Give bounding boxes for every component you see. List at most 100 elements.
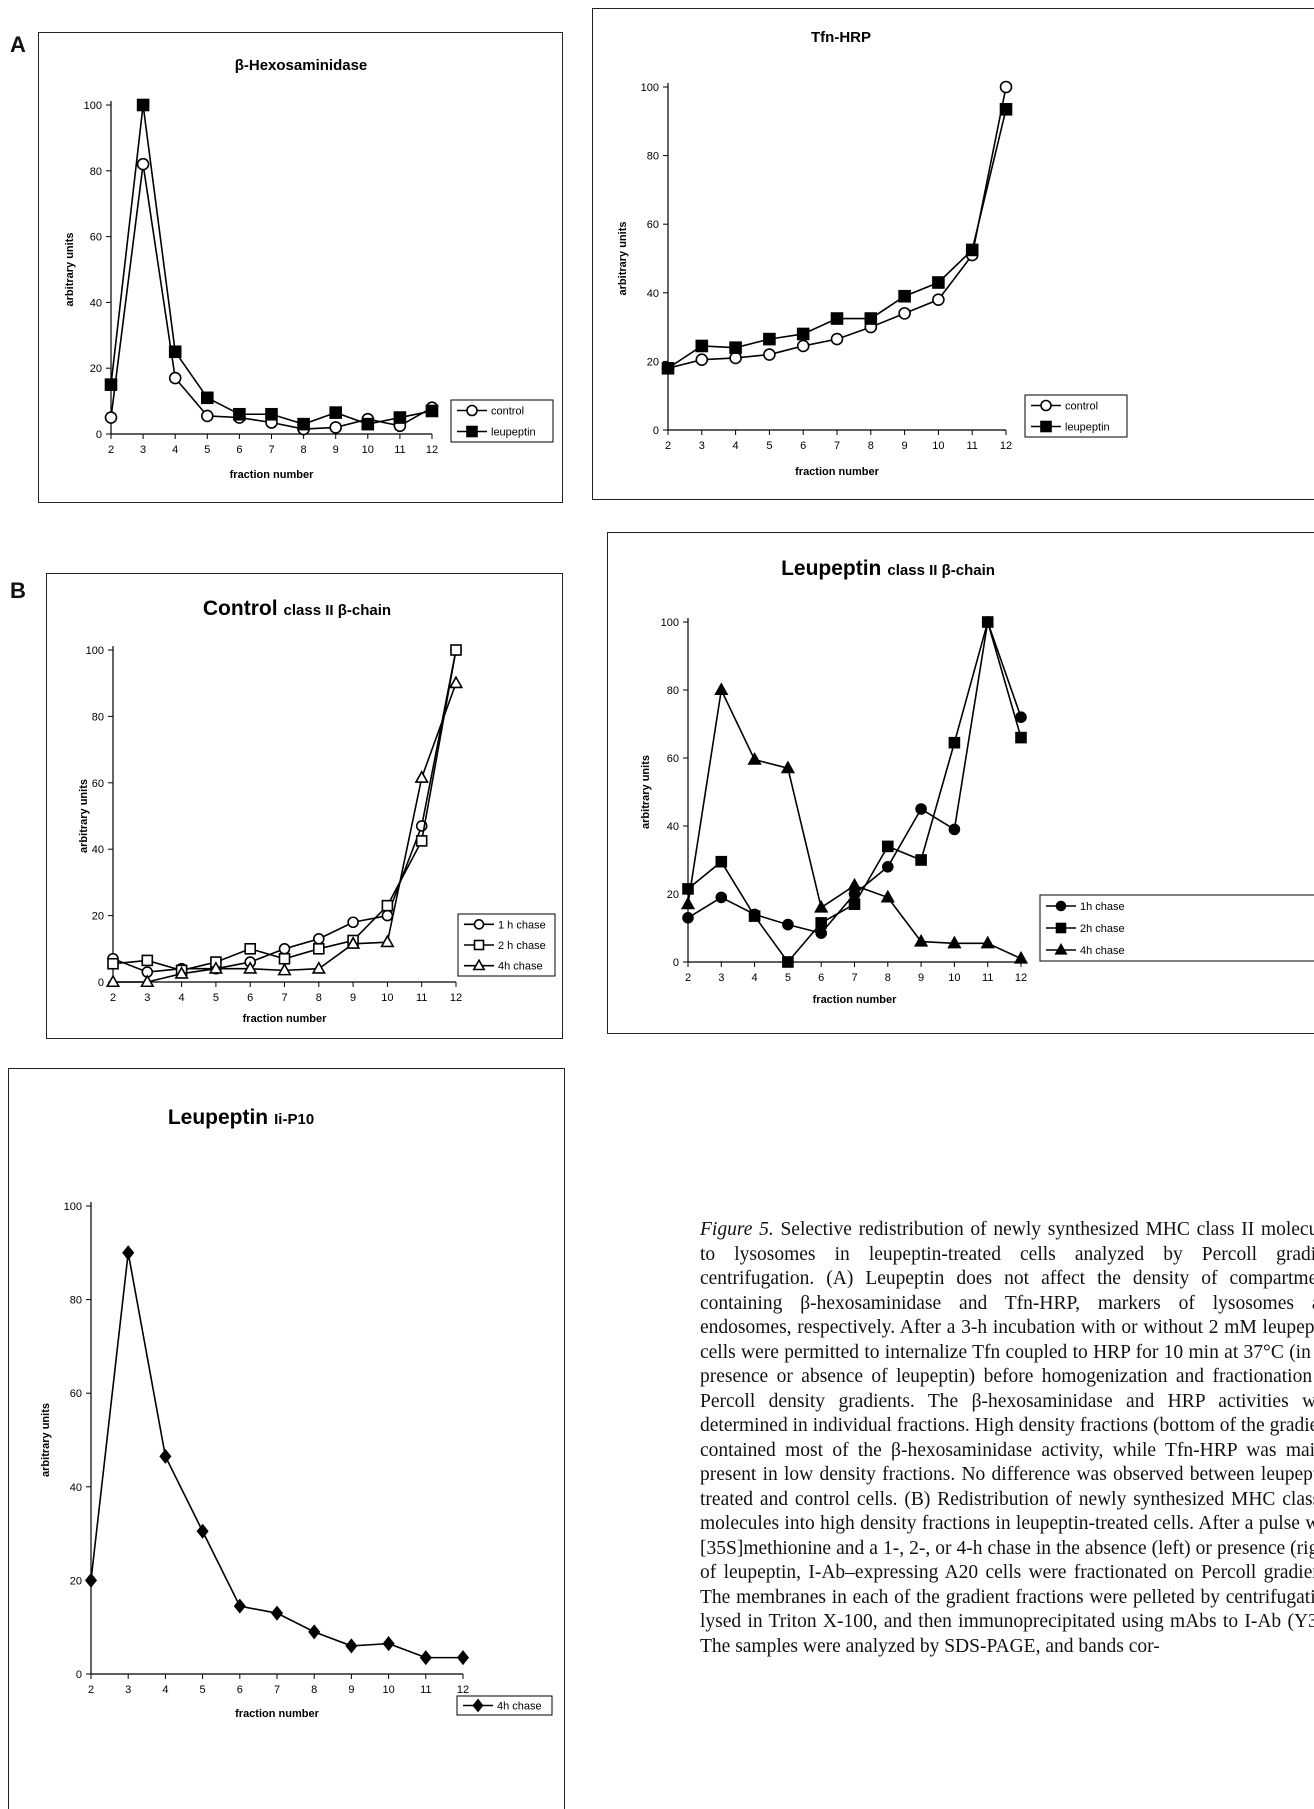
y-tick-label: 80 bbox=[70, 1295, 82, 1307]
y-tick-label: 100 bbox=[661, 617, 679, 629]
x-tick-label: 7 bbox=[268, 444, 274, 456]
x-tick-label: 8 bbox=[316, 992, 322, 1004]
x-tick-label: 5 bbox=[785, 972, 791, 984]
chart-title: Tfn-HRP bbox=[811, 29, 871, 46]
series-line bbox=[112, 649, 457, 972]
data-point bbox=[415, 835, 428, 847]
legend-label: leupeptin bbox=[491, 427, 536, 439]
data-point bbox=[980, 935, 995, 949]
y-tick-label: 80 bbox=[647, 151, 659, 163]
data-point bbox=[747, 752, 762, 765]
x-tick-label: 7 bbox=[274, 1684, 280, 1696]
x-tick-label: 6 bbox=[818, 972, 824, 984]
y-tick-label: 60 bbox=[92, 778, 104, 790]
legend: control leupeptin bbox=[1024, 394, 1128, 438]
y-axis-label: arbitrary units bbox=[640, 755, 652, 829]
x-tick-label: 12 bbox=[1000, 440, 1012, 452]
chart-title: Leupeptin Ii-P10 bbox=[168, 1106, 314, 1129]
data-point bbox=[196, 1523, 209, 1539]
legend-label: 4h chase bbox=[498, 961, 543, 973]
x-axis-label: fraction number bbox=[230, 469, 314, 481]
x-tick-label: 5 bbox=[766, 440, 772, 452]
data-point bbox=[763, 348, 776, 361]
chart-title-sub: Ii-P10 bbox=[274, 1111, 314, 1128]
series-2 bbox=[105, 675, 464, 988]
data-point bbox=[661, 361, 675, 375]
x-tick-label: 6 bbox=[800, 440, 806, 452]
series-1 bbox=[104, 98, 439, 431]
y-axis-label: arbitrary units bbox=[78, 779, 90, 853]
x-tick-label: 2 bbox=[665, 440, 671, 452]
data-point bbox=[233, 1598, 246, 1614]
x-tick-label: 6 bbox=[236, 444, 242, 456]
x-tick-label: 4 bbox=[172, 444, 178, 456]
chart-title-sub: class II β-chain bbox=[284, 602, 392, 619]
data-point bbox=[782, 956, 794, 968]
legend: control leupeptin bbox=[450, 399, 554, 443]
legend-marker bbox=[1040, 420, 1052, 433]
y-tick-label: 60 bbox=[70, 1388, 82, 1400]
series-line bbox=[667, 86, 1007, 370]
series-1 bbox=[661, 102, 1013, 375]
legend-marker bbox=[473, 919, 485, 930]
y-tick-label: 40 bbox=[667, 821, 679, 833]
data-point bbox=[999, 102, 1013, 116]
y-tick-label: 20 bbox=[70, 1575, 82, 1587]
data-point bbox=[729, 351, 742, 365]
series-0 bbox=[84, 1245, 470, 1666]
legend-marker bbox=[466, 425, 478, 438]
legend-label: 2h chase bbox=[1080, 923, 1125, 935]
y-tick-label: 100 bbox=[641, 82, 659, 94]
legend-marker bbox=[1040, 399, 1052, 412]
x-tick-label: 4 bbox=[733, 440, 739, 452]
data-point bbox=[932, 276, 945, 289]
data-point bbox=[168, 371, 182, 385]
y-tick-label: 0 bbox=[98, 977, 104, 989]
data-point bbox=[981, 616, 994, 628]
data-point bbox=[847, 877, 862, 891]
data-point bbox=[815, 927, 827, 939]
chart-svg-tfn: Tfn-HRP 0 20 40 60 80 100 2 3 4 5 6 7 8 9 10 11 12 fractio… bbox=[617, 29, 1128, 478]
series-1 bbox=[682, 616, 1027, 968]
data-point bbox=[104, 411, 118, 424]
x-tick-label: 4 bbox=[179, 992, 185, 1004]
data-point bbox=[361, 417, 375, 431]
data-point bbox=[948, 736, 961, 749]
legend-marker bbox=[1055, 922, 1067, 934]
data-point bbox=[419, 1650, 432, 1666]
data-point bbox=[780, 760, 796, 774]
y-axis-label: arbitrary units bbox=[64, 233, 76, 307]
data-point bbox=[381, 899, 394, 912]
legend-label: leupeptin bbox=[1065, 422, 1110, 434]
data-point bbox=[141, 954, 154, 967]
data-point bbox=[1013, 950, 1029, 964]
data-point bbox=[695, 339, 709, 353]
y-tick-label: 20 bbox=[667, 889, 679, 901]
y-tick-label: 40 bbox=[70, 1482, 82, 1494]
data-point bbox=[456, 1650, 470, 1666]
data-point bbox=[381, 909, 394, 922]
y-tick-label: 0 bbox=[653, 425, 659, 437]
data-point bbox=[999, 80, 1013, 94]
data-point bbox=[104, 378, 118, 391]
legend-label: 1h chase bbox=[1080, 901, 1125, 913]
data-point bbox=[830, 312, 844, 325]
data-point bbox=[174, 966, 189, 979]
chart-title: Control class II β-chain bbox=[203, 597, 391, 620]
x-tick-label: 12 bbox=[457, 1684, 469, 1696]
x-tick-label: 8 bbox=[885, 972, 891, 984]
legend-label: 4h chase bbox=[497, 1701, 542, 1713]
y-tick-label: 40 bbox=[90, 297, 102, 309]
chart-title: Leupeptin class II β-chain bbox=[781, 557, 995, 580]
y-tick-label: 20 bbox=[90, 363, 102, 375]
y-tick-label: 60 bbox=[647, 219, 659, 231]
data-point bbox=[830, 332, 844, 346]
data-point bbox=[947, 935, 962, 949]
x-tick-label: 7 bbox=[851, 972, 857, 984]
chart-panel-leupeptin-class-ii: Leupeptin class II β-chain 0 20 40 60 80 100 2 3 4… bbox=[607, 532, 1314, 1034]
data-point bbox=[122, 1245, 135, 1261]
x-tick-label: 2 bbox=[110, 992, 116, 1004]
x-tick-label: 12 bbox=[1015, 972, 1027, 984]
data-point bbox=[448, 675, 464, 689]
chart-title-main: β-Hexosaminidase bbox=[235, 57, 368, 74]
